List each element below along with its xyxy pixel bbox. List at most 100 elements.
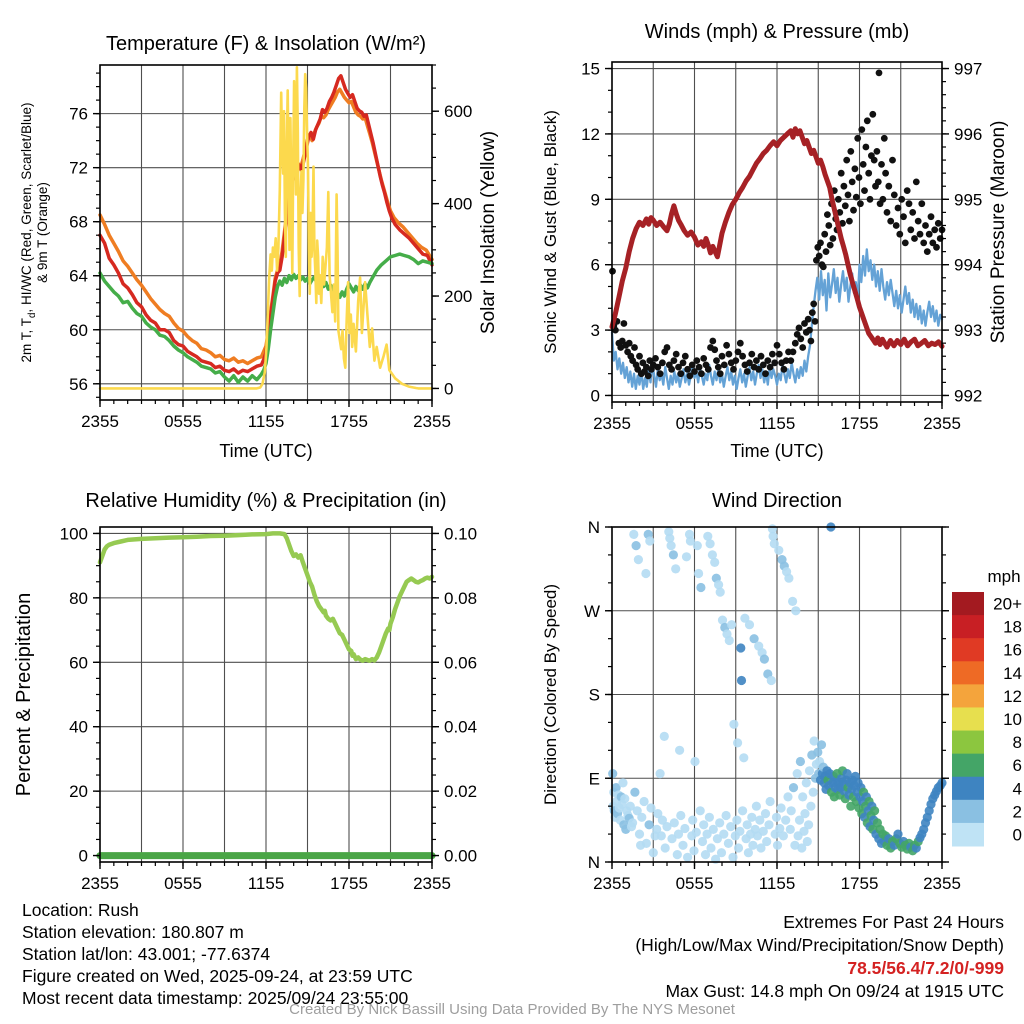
svg-text:E: E [589,769,600,788]
svg-text:2: 2 [1013,802,1022,821]
svg-text:80: 80 [69,589,88,608]
svg-text:18: 18 [1003,618,1022,637]
svg-text:Direction (Colored By Speed): Direction (Colored By Speed) [541,584,560,805]
svg-text:Temperature (F) & Insolation (: Temperature (F) & Insolation (W/m²) [106,33,426,55]
recent-data-timestamp: Most recent data timestamp: 2025/09/24 2… [22,988,409,1008]
svg-text:Time (UTC): Time (UTC) [730,441,823,461]
svg-text:40: 40 [69,718,88,737]
svg-text:0.02: 0.02 [444,782,477,801]
svg-text:0.08: 0.08 [444,589,477,608]
svg-text:S: S [589,686,600,705]
svg-text:mph: mph [987,567,1020,586]
svg-text:0: 0 [444,379,453,398]
station-location: Location: Rush [22,900,139,920]
svg-text:16: 16 [1003,641,1022,660]
svg-text:0555: 0555 [164,874,202,893]
svg-text:1755: 1755 [330,412,368,431]
svg-text:Solar Insolation (Yellow): Solar Insolation (Yellow) [478,131,499,334]
chart-temperature-insolation: 2355 0555 1155 1755 2355 Time (UTC) 56 60 64 68 72… [19,33,499,461]
svg-text:W: W [584,602,600,621]
svg-text:997: 997 [954,60,982,79]
svg-text:3: 3 [591,321,600,340]
svg-text:20: 20 [69,782,88,801]
svg-text:72: 72 [69,159,88,178]
station-latlon: Station lat/lon: 43.001; -77.6374 [22,944,271,964]
svg-text:10: 10 [1003,710,1022,729]
svg-text:2m T, Td, HI/WC (Red, Green, S: 2m T, Td, HI/WC (Red, Green, Scarlet/Blu… [19,103,38,363]
svg-text:6: 6 [1013,756,1022,775]
svg-text:76: 76 [69,105,88,124]
svg-text:2355: 2355 [593,874,631,893]
station-info: Location: Rush Station elevation: 180.80… [22,899,413,1009]
svg-text:9: 9 [591,190,600,209]
svg-text:0.06: 0.06 [444,653,477,672]
svg-text:Percent & Precipitation: Percent & Precipitation [13,593,35,796]
svg-text:996: 996 [954,125,982,144]
svg-text:1155: 1155 [248,412,285,431]
svg-text:15: 15 [581,60,600,79]
svg-text:0555: 0555 [676,874,714,893]
svg-text:994: 994 [954,256,982,275]
svg-text:1755: 1755 [841,414,879,433]
svg-text:2355: 2355 [593,414,631,433]
svg-text:8: 8 [1013,733,1022,752]
svg-text:2355: 2355 [413,412,451,431]
svg-text:2355: 2355 [81,412,119,431]
extremes-title: Extremes For Past 24 Hours [783,912,1004,932]
svg-text:Time (UTC): Time (UTC) [219,441,312,461]
svg-text:N: N [588,518,600,537]
svg-text:0555: 0555 [164,412,202,431]
svg-text:100: 100 [60,524,88,543]
svg-text:20+: 20+ [993,595,1022,614]
svg-text:Winds (mph) & Pressure (mb): Winds (mph) & Pressure (mb) [645,21,910,43]
svg-text:1155: 1155 [248,874,285,893]
station-elevation: Station elevation: 180.807 m [22,922,244,942]
svg-text:1755: 1755 [330,874,368,893]
svg-text:Wind Direction: Wind Direction [712,490,842,512]
svg-text:Relative Humidity (%) & Precip: Relative Humidity (%) & Precipitation (i… [85,490,446,512]
svg-text:Sonic Wind & Gust (Blue, Black: Sonic Wind & Gust (Blue, Black) [541,110,560,354]
svg-text:56: 56 [69,375,88,394]
chart-wind-direction: 2355 0555 1155 1755 2355 N E S W N Wind Direction D… [541,490,1022,893]
svg-text:& 9m T (Orange): & 9m T (Orange) [35,182,50,283]
svg-text:60: 60 [69,321,88,340]
svg-text:992: 992 [954,386,982,405]
max-gust: Max Gust: 14.8 mph On 09/24 at 1915 UTC [665,981,1004,1001]
svg-text:2355: 2355 [923,414,961,433]
svg-text:4: 4 [1013,779,1022,798]
svg-text:0: 0 [79,847,88,866]
svg-text:0: 0 [1013,825,1022,844]
svg-text:N: N [588,853,600,872]
svg-text:60: 60 [69,653,88,672]
chart-humidity-precipitation: 2355 0555 1155 1755 2355 0 20 40 60 80 100 0.00 0.02… [13,490,477,893]
svg-text:12: 12 [581,125,600,144]
svg-text:1155: 1155 [759,414,796,433]
svg-text:200: 200 [444,287,472,306]
figure-created: Figure created on Wed, 2025-09-24, at 23… [22,966,413,986]
svg-text:2355: 2355 [413,874,451,893]
svg-text:2355: 2355 [923,874,961,893]
svg-text:14: 14 [1003,664,1022,683]
extremes-values: 78.5/56.4/7.2/0/-999 [847,958,1004,978]
credit-line: Created By Nick Bassill Using Data Provi… [289,1001,735,1018]
svg-text:0.10: 0.10 [444,524,477,543]
extremes-subtitle: (High/Low/Max Wind/Precipitation/Snow De… [635,935,1004,955]
svg-text:400: 400 [444,195,472,214]
svg-text:1755: 1755 [841,874,879,893]
svg-text:68: 68 [69,213,88,232]
svg-text:0: 0 [591,386,600,405]
svg-text:1155: 1155 [759,874,796,893]
svg-text:Station Pressure (Maroon): Station Pressure (Maroon) [988,121,1009,344]
svg-text:0555: 0555 [676,414,714,433]
svg-text:6: 6 [591,256,600,275]
chart-winds-pressure: 2355 0555 1155 1755 2355 Time (UTC) 0 3 6 9 12 15 99… [541,21,1009,461]
svg-text:995: 995 [954,190,982,209]
svg-text:0.04: 0.04 [444,718,477,737]
svg-text:0.00: 0.00 [444,847,477,866]
svg-text:2355: 2355 [81,874,119,893]
svg-text:993: 993 [954,321,982,340]
svg-text:12: 12 [1003,687,1022,706]
svg-text:600: 600 [444,102,472,121]
extremes-info: Extremes For Past 24 Hours (High/Low/Max… [635,911,1004,1003]
